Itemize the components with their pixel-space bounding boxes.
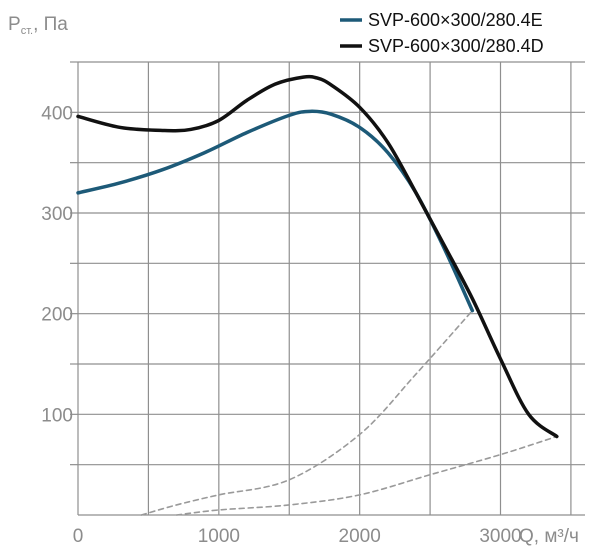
legend-label-series-2: SVP-600×300/280.4D <box>368 36 544 56</box>
x-tick-label: 0 <box>73 526 84 547</box>
x-tick-label: 1000 <box>198 526 240 547</box>
y-axis-label: Pст., Па <box>8 14 68 37</box>
y-axis-label-main: P <box>8 14 21 35</box>
series-line-1 <box>76 109 475 313</box>
tick-layer: 0 1000 2000 3000 100 200 300 400 <box>41 103 521 547</box>
x-axis-label: Q, м³/ч <box>519 526 579 547</box>
x-tick-label: 3000 <box>479 526 521 547</box>
y-tick-label: 300 <box>41 204 73 225</box>
series-layer <box>76 74 559 516</box>
system-curve-4 <box>175 435 558 516</box>
y-tick-label: 400 <box>41 103 73 124</box>
series-line-2 <box>76 74 559 439</box>
grid <box>70 61 585 516</box>
y-axis-label-sub: ст. <box>21 25 33 37</box>
system-curve-3 <box>140 309 474 516</box>
legend: SVP-600×300/280.4E SVP-600×300/280.4D <box>340 10 544 56</box>
x-tick-label: 2000 <box>339 526 381 547</box>
y-tick-label: 100 <box>41 405 73 426</box>
y-tick-label: 200 <box>41 305 73 326</box>
y-axis-label-unit: , Па <box>33 14 68 35</box>
legend-label-series-1: SVP-600×300/280.4E <box>368 10 543 30</box>
